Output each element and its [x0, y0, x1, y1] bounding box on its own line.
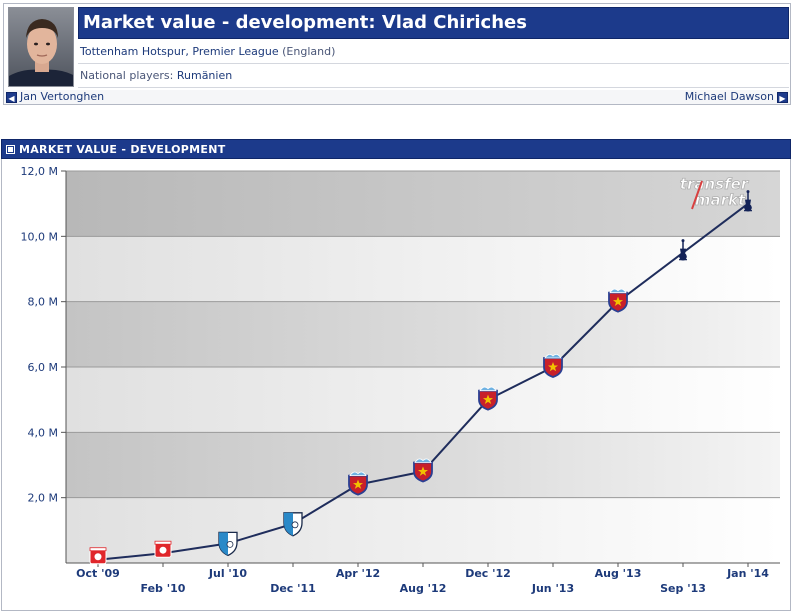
x-tick-label: Aug '12 [400, 582, 447, 595]
crest-detail [154, 540, 172, 545]
watermark-line1: transfer [680, 175, 750, 193]
x-tick-label: Apr '12 [336, 567, 380, 580]
club-link[interactable]: Tottenham Hotspur [80, 45, 186, 58]
league-link[interactable]: Premier League [192, 45, 279, 58]
prev-player-label: Jan Vertonghen [20, 90, 105, 103]
x-tick-label: Jun '13 [531, 582, 574, 595]
crest-detail [291, 521, 299, 529]
x-axis-ticks: Oct '09 Feb '10 Jul '10 Dec '11 Apr '12 Aug '… [76, 563, 769, 595]
series-points [89, 190, 752, 565]
data-point [413, 458, 433, 483]
page-title: Market value - development: Vlad Chirich… [83, 12, 527, 33]
data-point [608, 288, 628, 313]
data-point [679, 239, 687, 261]
chart-band [66, 171, 780, 237]
section-title: MARKET VALUE - DEVELOPMENT [19, 143, 226, 156]
y-tick-label: 8,0 M [28, 296, 58, 309]
x-tick-label: Dec '12 [465, 567, 511, 580]
x-tick-label: Sep '13 [660, 582, 706, 595]
chevron-left-icon: ◀ [6, 91, 17, 103]
watermark-line2: markt [695, 191, 746, 209]
crest-detail [680, 248, 686, 255]
data-point [543, 354, 563, 378]
data-point [154, 540, 172, 558]
prev-player-link[interactable]: ◀ Jan Vertonghen [6, 90, 104, 104]
national-label: National players: [80, 69, 174, 82]
player-nav: ◀ Jan Vertonghen Michael Dawson ▶ [4, 90, 790, 104]
x-tick-label: Jul '10 [208, 567, 248, 580]
chevron-right-icon: ▶ [777, 91, 788, 103]
player-header: Market value - development: Vlad Chirich… [3, 3, 791, 105]
crest-detail [544, 354, 562, 359]
next-player-link[interactable]: Michael Dawson ▶ [685, 90, 788, 104]
crest-detail [284, 512, 293, 536]
y-tick-label: 2,0 M [28, 492, 58, 505]
transfermarkt-watermark: transfer markt [679, 175, 750, 210]
crest-detail [219, 532, 228, 556]
crest-detail [226, 540, 234, 548]
crest-detail [89, 547, 107, 552]
y-tick-label: 12,0 M [21, 165, 58, 178]
section-header: MARKET VALUE - DEVELOPMENT [1, 139, 791, 159]
y-axis-ticks: 2,0 M 4,0 M 6,0 M 8,0 M 10,0 M 12,0 M [21, 165, 66, 505]
crest-detail [746, 190, 750, 194]
chart-band [66, 497, 780, 563]
section-square-icon [6, 145, 15, 154]
star-icon [353, 479, 363, 489]
star-icon [548, 362, 558, 372]
star-icon [418, 466, 428, 476]
data-point [218, 531, 238, 557]
national-link[interactable]: Rumänien [176, 69, 233, 82]
x-tick-label: Jan '14 [726, 567, 769, 580]
crest-detail [681, 239, 685, 243]
national-row: National players: Rumänien [78, 65, 789, 88]
country-label: (England) [282, 45, 336, 58]
next-player-label: Michael Dawson [684, 90, 774, 103]
chart-background [66, 171, 780, 563]
crest-detail [745, 199, 751, 206]
ball-icon [679, 252, 687, 261]
crest-detail [609, 288, 627, 294]
y-tick-label: 6,0 M [28, 361, 58, 374]
market-value-chart: transfer markt 2,0 M 4,0 M 6,0 M 8,0 M 10,0 … [21, 165, 780, 595]
ball-icon [744, 203, 752, 212]
star-icon [483, 394, 493, 404]
x-tick-label: Aug '13 [595, 567, 642, 580]
data-point [283, 512, 303, 537]
club-row: Tottenham Hotspur, Premier League (Engla… [78, 41, 789, 64]
star-icon [613, 296, 623, 306]
data-point [478, 386, 498, 411]
x-tick-label: Oct '09 [76, 567, 120, 580]
y-tick-label: 10,0 M [21, 230, 58, 243]
crest-detail [479, 386, 497, 392]
crest-detail [159, 546, 167, 554]
crest-detail [94, 553, 102, 561]
chart-band [66, 367, 780, 433]
chart-band [66, 301, 780, 367]
crest-detail [414, 458, 432, 463]
chart-panel: transfer markt 2,0 M 4,0 M 6,0 M 8,0 M 10,0 … [1, 159, 791, 611]
chart-band [66, 236, 780, 302]
crest-detail [349, 471, 367, 477]
page-title-bar: Market value - development: Vlad Chirich… [78, 7, 789, 39]
chart-grid [66, 170, 780, 499]
x-tick-label: Feb '10 [141, 582, 186, 595]
x-tick-label: Dec '11 [270, 582, 316, 595]
player-photo [8, 7, 74, 87]
data-point [348, 471, 368, 496]
data-point [89, 547, 107, 565]
y-tick-label: 4,0 M [28, 426, 58, 439]
data-point [744, 190, 752, 212]
